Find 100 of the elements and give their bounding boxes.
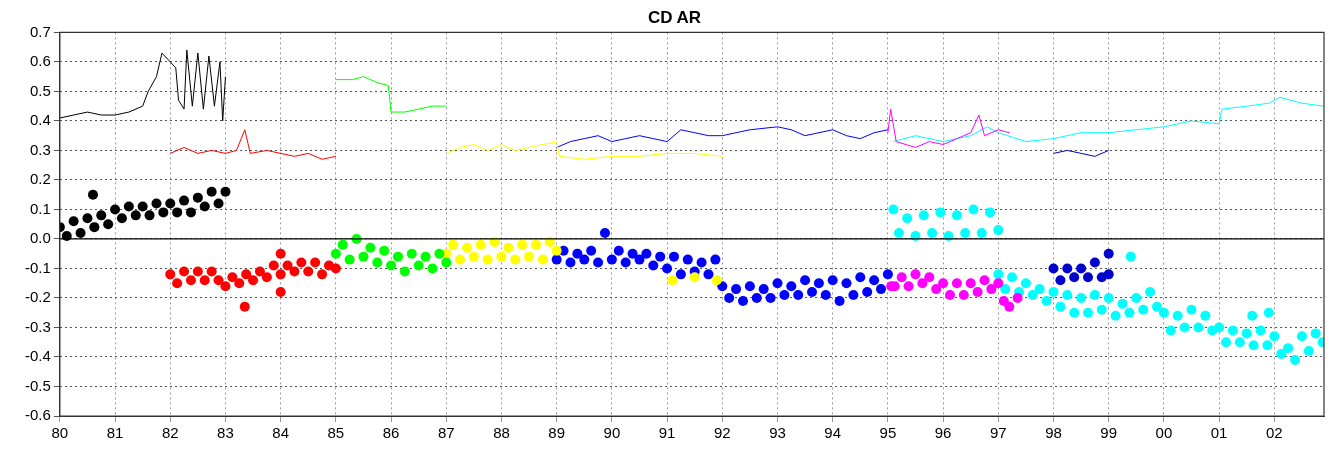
point <box>192 192 203 203</box>
point <box>648 260 659 271</box>
point <box>1007 272 1018 283</box>
point <box>165 269 176 280</box>
point <box>241 269 252 280</box>
point <box>744 281 755 292</box>
point <box>1027 290 1038 301</box>
point <box>1158 307 1169 318</box>
point <box>441 257 452 268</box>
point <box>103 219 114 230</box>
point <box>330 263 341 274</box>
point <box>1034 284 1045 295</box>
x-tick-label: 82 <box>161 424 179 442</box>
point <box>855 272 866 283</box>
point <box>917 278 928 289</box>
point <box>1221 337 1232 348</box>
point <box>869 275 880 286</box>
point <box>330 248 341 259</box>
point <box>593 257 604 268</box>
x-tick-label: 90 <box>603 424 621 442</box>
point <box>1241 328 1252 339</box>
point <box>662 263 673 274</box>
point <box>96 210 107 221</box>
y-tick-label: -0.5 <box>24 376 51 394</box>
point <box>1004 301 1015 312</box>
point <box>711 275 722 286</box>
point <box>1055 301 1066 312</box>
point <box>862 287 873 298</box>
x-tick-label: 98 <box>1045 424 1062 442</box>
point <box>1125 251 1136 262</box>
point <box>979 275 990 286</box>
point <box>565 257 576 268</box>
y-tick-label: -0.6 <box>24 406 51 424</box>
point <box>144 210 155 221</box>
point <box>206 186 217 197</box>
point <box>248 275 259 286</box>
point <box>289 266 300 277</box>
point <box>234 278 245 289</box>
point <box>344 254 355 265</box>
point <box>613 245 624 256</box>
point <box>551 245 562 256</box>
x-tick-label: 84 <box>272 424 289 442</box>
point <box>386 260 397 271</box>
point <box>986 284 997 295</box>
point <box>1103 269 1114 280</box>
y-tick-label: -0.4 <box>24 347 51 365</box>
point <box>737 295 748 306</box>
point <box>1083 307 1094 318</box>
point <box>951 278 962 289</box>
point <box>220 281 231 292</box>
point <box>1124 307 1135 318</box>
point <box>572 248 583 259</box>
point <box>365 242 376 253</box>
point <box>668 251 679 262</box>
point <box>116 213 127 224</box>
point <box>1041 295 1052 306</box>
point <box>786 281 797 292</box>
point <box>1055 275 1066 286</box>
point <box>358 251 369 262</box>
point <box>579 254 590 265</box>
x-tick-label: 02 <box>1265 424 1283 442</box>
point <box>1076 292 1087 303</box>
point <box>239 301 250 312</box>
x-tick-label: 93 <box>769 424 786 442</box>
point <box>875 284 886 295</box>
y-tick-label: 0.4 <box>29 111 51 129</box>
point <box>1247 310 1258 321</box>
point <box>972 287 983 298</box>
point <box>993 225 1004 236</box>
point <box>820 290 831 301</box>
x-tick-label: 83 <box>217 424 234 442</box>
point <box>517 239 528 250</box>
point <box>199 275 210 286</box>
point <box>682 254 693 265</box>
point <box>110 204 121 215</box>
point <box>1214 322 1225 333</box>
point <box>841 278 852 289</box>
point <box>951 210 962 221</box>
point <box>206 266 217 277</box>
x-tick-label: 92 <box>713 424 731 442</box>
point <box>1110 310 1121 321</box>
point <box>227 272 238 283</box>
point <box>192 266 203 277</box>
point <box>793 290 804 301</box>
point <box>254 266 265 277</box>
point <box>689 272 700 283</box>
point <box>751 292 762 303</box>
point <box>902 213 913 224</box>
point <box>965 278 976 289</box>
point <box>1186 304 1197 315</box>
x-tick-label: 81 <box>106 424 124 442</box>
point <box>220 186 231 197</box>
x-tick-label: 97 <box>989 424 1007 442</box>
point <box>882 269 893 280</box>
point <box>551 254 562 265</box>
y-tick-label: -0.1 <box>24 258 51 276</box>
point <box>213 198 224 209</box>
point <box>1117 298 1128 309</box>
point <box>667 275 678 286</box>
point <box>420 251 431 262</box>
